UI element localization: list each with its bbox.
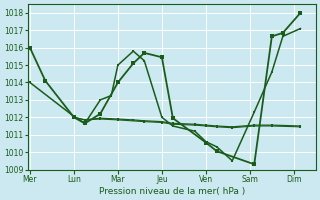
- X-axis label: Pression niveau de la mer( hPa ): Pression niveau de la mer( hPa ): [99, 187, 245, 196]
